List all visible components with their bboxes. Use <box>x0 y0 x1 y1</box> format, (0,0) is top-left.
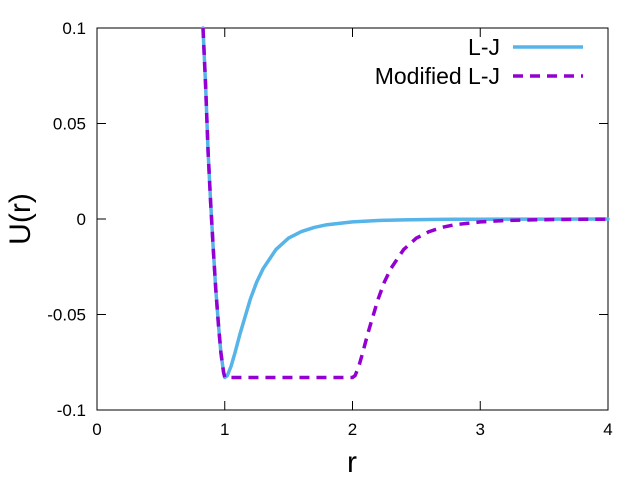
legend-label: L-J <box>468 34 500 60</box>
y-tick-label: 0.1 <box>62 19 86 38</box>
legend: L-J Modified L-J <box>375 34 583 89</box>
y-axis-title: U(r) <box>4 193 37 245</box>
series-line-l-j <box>201 26 610 380</box>
x-tick-label: 0 <box>92 420 101 439</box>
x-axis-title: r <box>347 446 357 479</box>
x-tick-label: 2 <box>348 420 357 439</box>
x-tick-label: 4 <box>603 420 612 439</box>
y-tick-label: -0.05 <box>47 306 86 325</box>
y-tick-label: 0.05 <box>53 115 86 134</box>
y-tick-label: 0 <box>77 210 86 229</box>
x-tick-label: 3 <box>476 420 485 439</box>
series-line-modified-l-j <box>201 27 609 380</box>
x-tick-label: 1 <box>220 420 229 439</box>
y-tick-label: -0.1 <box>57 401 86 420</box>
series-layer <box>201 26 610 380</box>
legend-label: Modified L-J <box>375 63 500 89</box>
axis-ticks: 0 1 2 3 4 -0.1 -0.05 0 0.05 0.1 <box>47 19 612 439</box>
